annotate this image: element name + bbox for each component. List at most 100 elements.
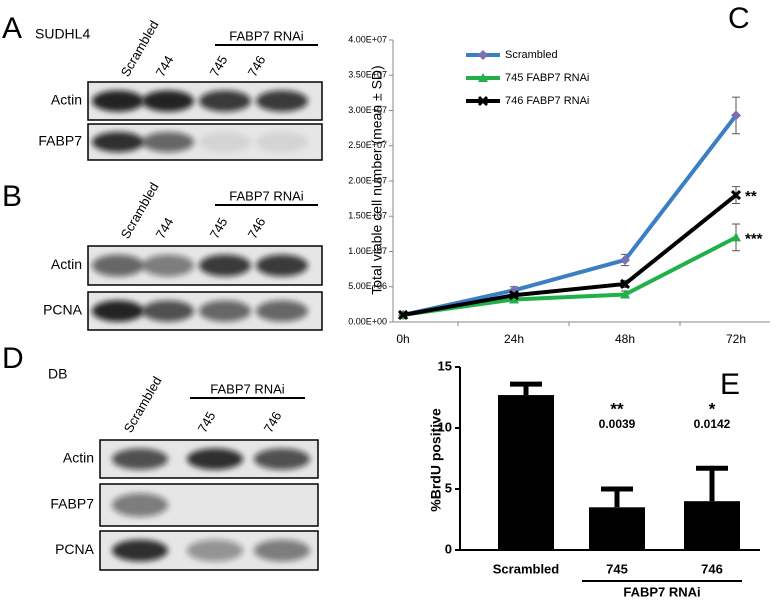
bar [684,501,740,550]
error-bar [696,465,728,502]
y-tick-label: 0.00E+00 [348,316,387,326]
row-label: FABP7 [38,133,82,149]
series-line [402,235,737,317]
lane-label: 744 [153,215,177,241]
band [199,90,251,112]
lane-label: 745 [195,409,219,435]
lane-label: 746 [245,215,269,241]
significance: *** [745,230,763,247]
band [187,448,243,470]
marker [619,278,631,289]
significance: ** [745,188,757,205]
series-line [402,114,738,317]
y-tick-label: 5.00E+06 [348,281,387,291]
legend-marker [478,50,488,60]
band [199,254,251,277]
x-tick-label: 0h [396,332,409,346]
y-tick-label: 10 [438,419,452,434]
band [92,131,144,153]
x-tick-label: 72h [726,332,746,346]
legend-label: Scrambled [505,49,558,61]
group-label: FABP7 RNAi [229,28,304,43]
p-value: 0.0142 [694,417,731,431]
group-label: FABP7 RNAi [210,381,285,396]
y-tick-label: 0 [445,541,452,556]
row-label: PCNA [43,302,83,318]
band [112,448,168,470]
row-label: Actin [51,92,82,108]
y-tick-label: 3.50E+07 [348,70,387,80]
p-value: 0.0039 [599,417,636,431]
y-tick-label: 3.00E+07 [348,105,387,115]
panel-letter: C [728,2,750,35]
y-axis-label: %BrdU positive [428,408,444,512]
lane-label: 745 [207,53,231,79]
band [92,90,144,112]
lane-label: 746 [245,53,269,79]
band [199,300,251,322]
band [254,448,310,470]
lane-label: 745 [207,215,231,241]
y-axis-label: Total viable cell number (mean ± SD) [369,65,385,294]
legend-label: 746 FABP7 RNAi [505,95,589,107]
band [112,539,168,562]
marker [731,110,741,121]
y-tick-label: 1.50E+07 [348,211,387,221]
band [256,254,308,277]
band [142,254,194,277]
band [142,300,194,322]
group-label: FABP7 RNAi [229,188,304,203]
band [142,90,194,112]
panel-letter: A [2,12,22,45]
marker [620,254,630,265]
band [92,300,144,322]
significance: * [709,399,716,418]
marker [508,290,520,301]
band [92,254,144,277]
legend-marker [478,73,488,82]
band [256,131,308,153]
panel-letter: D [2,342,24,375]
error-bar [601,486,633,508]
error-bar [510,381,542,396]
band [256,90,308,112]
cell-line: SUDHL4 [35,26,90,42]
y-tick-label: 2.50E+07 [348,140,387,150]
lane-label: 744 [153,53,177,79]
row-label: PCNA [55,541,95,557]
bar [589,507,645,550]
band [112,493,168,517]
marker [620,289,630,299]
band [199,131,251,153]
x-tick-label: 746 [701,561,723,576]
y-tick-label: 1.00E+07 [348,246,387,256]
lane-label: 746 [261,409,285,435]
legend-label: 745 FABP7 RNAi [505,72,589,84]
series-line [402,193,738,317]
x-tick-label: Scrambled [493,561,560,576]
band [254,539,310,562]
lane-label: Scrambled [121,374,165,435]
marker [730,190,742,201]
panel-letter: E [720,368,740,401]
legend-marker [477,95,489,107]
marker [731,232,741,242]
x-tick-label: 745 [606,561,628,576]
y-tick-label: 2.00E+07 [348,175,387,185]
group-label: FABP7 RNAi [623,584,700,599]
bar [498,395,554,550]
row-label: Actin [63,450,94,466]
marker [509,294,519,304]
y-tick-label: 15 [438,358,452,373]
row-label: Actin [51,256,82,272]
x-tick-label: 24h [504,332,524,346]
marker [397,309,409,321]
significance: ** [610,399,624,418]
band [142,131,194,153]
row-label: FABP7 [50,496,94,512]
band [187,539,243,562]
y-tick-label: 4.00E+07 [348,34,387,44]
x-tick-label: 48h [615,332,635,346]
y-tick-label: 5 [445,480,452,495]
